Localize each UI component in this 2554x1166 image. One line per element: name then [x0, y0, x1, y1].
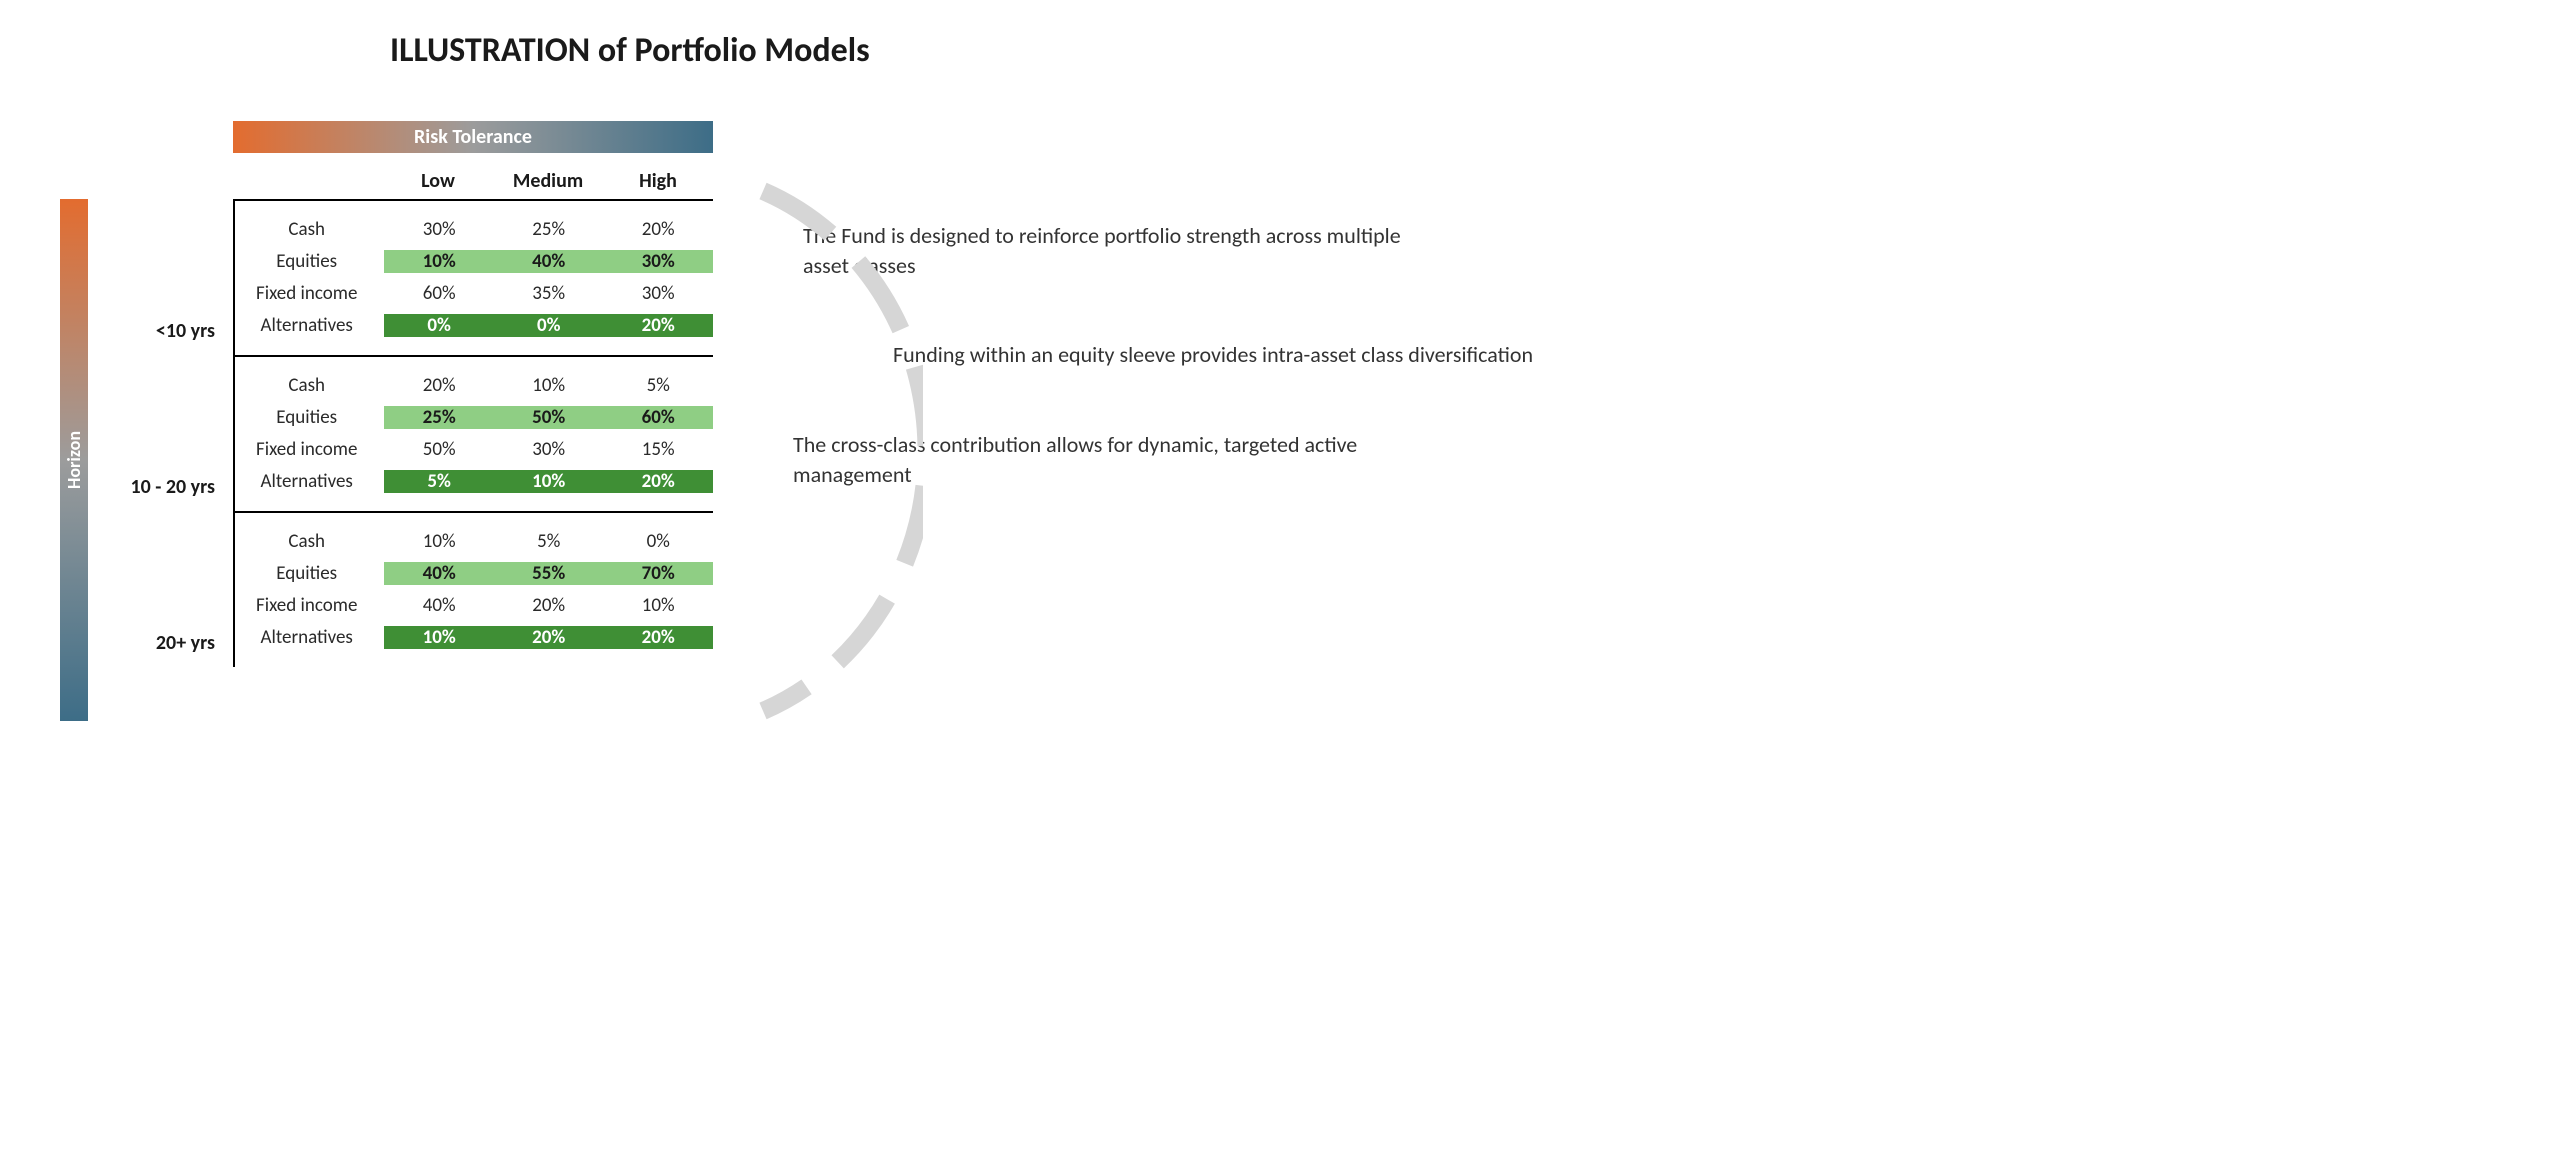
alloc-value: 40%: [384, 594, 494, 617]
alloc-value: 20%: [494, 626, 604, 649]
alloc-value: 50%: [494, 406, 604, 429]
asset-label: Alternatives: [235, 470, 384, 493]
table-row: Equities 40% 55% 70%: [235, 557, 713, 589]
matrix-area: Horizon <10 yrs 10 - 20 yrs 20+ yrs Risk…: [60, 121, 713, 721]
asset-label: Fixed income: [235, 282, 384, 305]
alloc-value: 25%: [384, 406, 494, 429]
risk-header-low: Low: [383, 169, 493, 193]
alloc-value: 5%: [384, 470, 494, 493]
horizon-label: 10 - 20 yrs: [88, 409, 233, 565]
risk-header-high: High: [603, 169, 713, 193]
asset-label: Equities: [235, 406, 384, 429]
alloc-value: 40%: [384, 562, 494, 585]
table-row: Alternatives 0% 0% 20%: [235, 309, 713, 341]
asset-label: Fixed income: [235, 594, 384, 617]
table-row: Alternatives 5% 10% 20%: [235, 465, 713, 497]
alloc-value: 30%: [384, 218, 494, 241]
alloc-value: 10%: [384, 530, 494, 553]
alloc-value: 0%: [494, 314, 604, 337]
alloc-value: 10%: [384, 250, 494, 273]
label-spacer: [88, 199, 233, 253]
table-row: Cash 30% 25% 20%: [235, 213, 713, 245]
table-row: Equities 10% 40% 30%: [235, 245, 713, 277]
risk-headers: Low Medium High: [233, 153, 713, 199]
alloc-value: 20%: [384, 374, 494, 397]
table-row: Equities 25% 50% 60%: [235, 401, 713, 433]
risk-header-medium: Medium: [493, 169, 603, 193]
horizon-label-column: <10 yrs 10 - 20 yrs 20+ yrs: [88, 199, 233, 721]
table-row: Fixed income 50% 30% 15%: [235, 433, 713, 465]
asset-label: Alternatives: [235, 626, 384, 649]
risk-axis-label: Risk Tolerance: [414, 125, 532, 149]
asset-label: Cash: [235, 374, 384, 397]
alloc-value: 60%: [384, 282, 494, 305]
asset-label: Equities: [235, 562, 384, 585]
alloc-value: 10%: [494, 374, 604, 397]
annotation-text: The Fund is designed to reinforce portfo…: [803, 221, 1443, 280]
alloc-value: 5%: [494, 530, 604, 553]
allocation-table: Risk Tolerance Low Medium High Cash 30% …: [233, 121, 713, 721]
alloc-value: 70%: [603, 562, 713, 585]
annotation-text: The cross-class contribution allows for …: [793, 430, 1433, 489]
asset-label: Cash: [235, 218, 384, 241]
table-row: Cash 20% 10% 5%: [235, 369, 713, 401]
alloc-value: 50%: [384, 438, 494, 461]
alloc-value: 25%: [494, 218, 604, 241]
alloc-value: 10%: [603, 594, 713, 617]
alloc-value: 15%: [603, 438, 713, 461]
asset-label: Equities: [235, 250, 384, 273]
horizon-group: Cash 10% 5% 0% Equities 40% 55% 70% Fixe…: [233, 511, 713, 667]
table-row: Fixed income 60% 35% 30%: [235, 277, 713, 309]
alloc-value: 20%: [603, 218, 713, 241]
content-row: Horizon <10 yrs 10 - 20 yrs 20+ yrs Risk…: [60, 121, 2494, 721]
alloc-value: 20%: [494, 594, 604, 617]
alloc-value: 35%: [494, 282, 604, 305]
alloc-value: 20%: [603, 626, 713, 649]
horizon-group: Cash 20% 10% 5% Equities 25% 50% 60% Fix…: [233, 355, 713, 511]
alloc-value: 0%: [384, 314, 494, 337]
alloc-value: 10%: [384, 626, 494, 649]
alloc-value: 30%: [494, 438, 604, 461]
alloc-value: 10%: [494, 470, 604, 493]
alloc-value: 40%: [494, 250, 604, 273]
table-row: Alternatives 10% 20% 20%: [235, 621, 713, 653]
alloc-value: 5%: [603, 374, 713, 397]
alloc-value: 55%: [494, 562, 604, 585]
alloc-value: 30%: [603, 250, 713, 273]
annotations-area: The Fund is designed to reinforce portfo…: [753, 181, 1573, 489]
alloc-value: 0%: [603, 530, 713, 553]
horizon-axis-label: Horizon: [63, 431, 85, 489]
horizon-axis-bar: Horizon: [60, 199, 88, 721]
page-title: ILLUSTRATION of Portfolio Models: [390, 30, 2494, 71]
annotation-text: Funding within an equity sleeve provides…: [893, 340, 1533, 370]
alloc-value: 20%: [603, 314, 713, 337]
horizon-group: Cash 30% 25% 20% Equities 10% 40% 30% Fi…: [233, 199, 713, 355]
asset-label: Alternatives: [235, 314, 384, 337]
alloc-value: 30%: [603, 282, 713, 305]
table-row: Fixed income 40% 20% 10%: [235, 589, 713, 621]
alloc-value: 20%: [603, 470, 713, 493]
table-row: Cash 10% 5% 0%: [235, 525, 713, 557]
risk-axis-bar: Risk Tolerance: [233, 121, 713, 153]
asset-label: Fixed income: [235, 438, 384, 461]
alloc-value: 60%: [603, 406, 713, 429]
asset-label: Cash: [235, 530, 384, 553]
horizon-label: 20+ yrs: [88, 565, 233, 721]
horizon-label: <10 yrs: [88, 253, 233, 409]
